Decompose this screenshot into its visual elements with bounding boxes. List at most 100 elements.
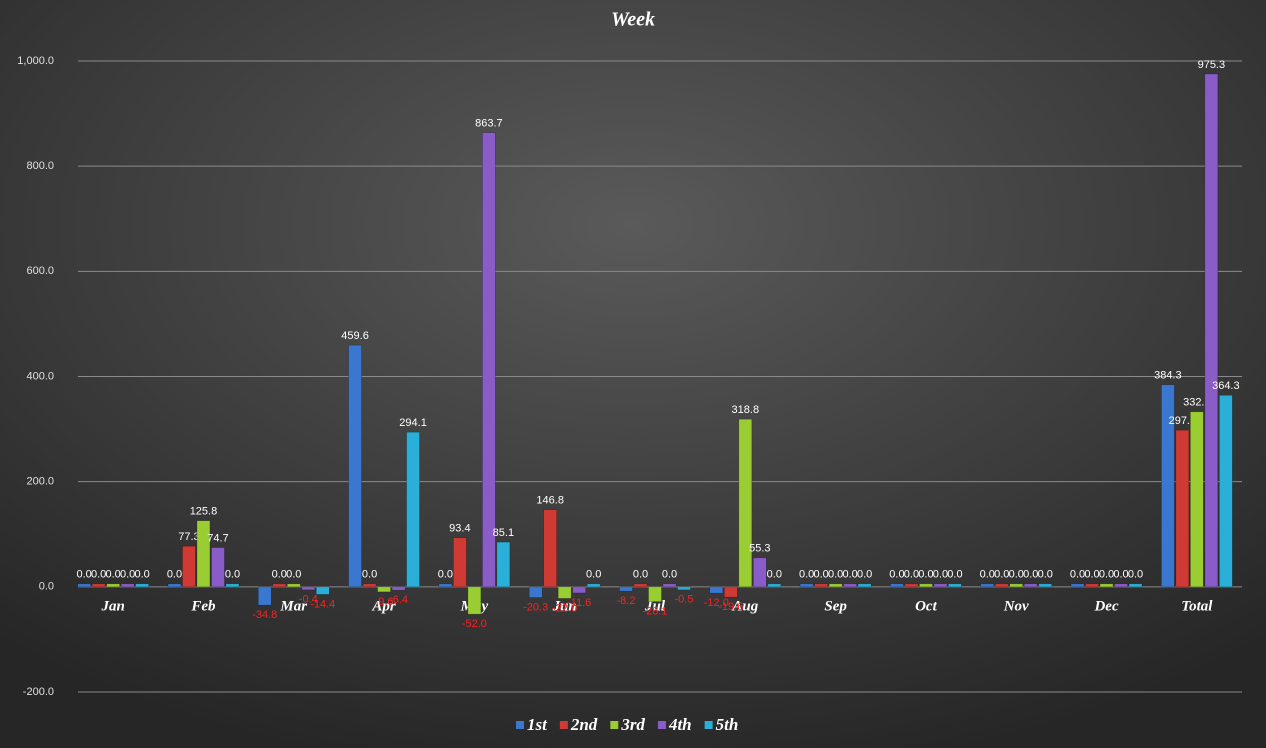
legend-label: 1st <box>527 715 548 734</box>
data-label: 0.0 <box>994 569 1009 581</box>
data-label: 77.3 <box>178 531 199 543</box>
data-label: 0.0 <box>904 569 919 581</box>
bar <box>799 583 814 588</box>
data-label: 0.0 <box>828 569 843 581</box>
data-label: -0.5 <box>675 594 694 606</box>
x-tick-label: Jan <box>100 598 124 614</box>
x-tick-label: Mar <box>279 598 307 614</box>
data-label: 0.0 <box>120 569 135 581</box>
data-label: 0.0 <box>980 569 995 581</box>
bar <box>286 583 301 588</box>
bar <box>919 583 933 588</box>
bar <box>106 583 120 588</box>
bar <box>724 586 738 598</box>
bar <box>1128 583 1143 588</box>
x-tick-label: Jul <box>644 598 666 614</box>
bar <box>377 586 391 593</box>
data-label: 0.0 <box>586 569 601 581</box>
bar <box>1009 583 1024 588</box>
bar <box>362 583 377 588</box>
legend-swatch <box>610 721 619 729</box>
data-label: 125.8 <box>190 506 218 518</box>
bar <box>272 583 287 588</box>
legend-swatch <box>704 721 713 729</box>
data-label: 74.7 <box>207 532 228 544</box>
bar <box>648 586 662 602</box>
x-tick-label: Total <box>1181 598 1213 614</box>
y-tick-label: -200.0 <box>23 686 54 698</box>
x-tick-label: Nov <box>1003 598 1029 614</box>
bar <box>496 541 511 588</box>
y-tick-label: 200.0 <box>26 476 54 488</box>
legend-label: 5th <box>716 715 739 734</box>
bar <box>91 583 106 588</box>
bar <box>994 583 1009 588</box>
data-label: 146.8 <box>536 495 564 507</box>
data-label: -20.3 <box>523 601 548 613</box>
data-label: 0.0 <box>767 569 782 581</box>
bar <box>120 583 135 588</box>
bar <box>662 583 677 588</box>
bar <box>301 586 316 591</box>
bar <box>1161 384 1175 588</box>
bar <box>738 418 753 588</box>
bar <box>1114 583 1128 588</box>
bar <box>904 583 919 588</box>
data-label: 0.0 <box>77 569 92 581</box>
data-label: -28.1 <box>642 606 667 618</box>
data-label: 0.0 <box>1009 569 1024 581</box>
bar <box>1190 411 1204 588</box>
bar <box>557 586 572 599</box>
bar <box>315 586 330 595</box>
data-label: 0.0 <box>947 569 962 581</box>
data-label: 0.0 <box>91 569 106 581</box>
bar <box>348 344 362 588</box>
legend-swatch <box>559 721 568 729</box>
y-tick-label: 400.0 <box>26 370 54 382</box>
data-label: 975.3 <box>1198 59 1226 71</box>
data-label: -6.4 <box>389 594 408 606</box>
bar <box>77 583 91 588</box>
data-label: -22.0 <box>552 602 577 614</box>
bar <box>1085 583 1099 588</box>
x-tick-label: Apr <box>371 598 396 614</box>
data-label: 0.0 <box>1084 569 1099 581</box>
legend-label: 2nd <box>570 715 598 734</box>
data-label: 0.0 <box>918 569 933 581</box>
data-label: 0.0 <box>362 569 377 581</box>
bar <box>677 586 691 591</box>
data-label: 0.0 <box>167 569 182 581</box>
bar <box>709 586 724 594</box>
data-label: -52.0 <box>462 618 487 630</box>
data-label: 0.0 <box>933 569 948 581</box>
data-label: -0.4 <box>299 594 318 606</box>
data-label: 0.0 <box>633 569 648 581</box>
data-label: 332.9 <box>1183 397 1211 409</box>
data-label: 0.0 <box>1038 569 1053 581</box>
data-label: 318.8 <box>732 404 760 416</box>
bar <box>1175 429 1190 588</box>
legend-label: 4th <box>668 715 692 734</box>
x-tick-label: Aug <box>731 598 758 614</box>
bar <box>257 586 272 606</box>
bar <box>1023 583 1038 588</box>
bar <box>572 586 586 594</box>
data-label: 0.0 <box>1113 569 1128 581</box>
bar <box>438 583 453 588</box>
data-label: 459.6 <box>341 330 369 342</box>
bar <box>182 545 196 588</box>
y-tick-label: 1,000.0 <box>17 55 54 67</box>
data-label: 297.9 <box>1169 415 1197 427</box>
data-label: 0.0 <box>799 569 814 581</box>
bar <box>814 583 828 588</box>
bar <box>453 537 467 588</box>
data-label: 0.0 <box>1099 569 1114 581</box>
legend-label: 3rd <box>620 715 645 734</box>
data-label: -11.6 <box>567 597 591 609</box>
legend: 1st 2nd 3rd 4th 5th <box>516 715 738 734</box>
data-label: -34.8 <box>252 609 277 621</box>
data-label: -12.0 <box>704 597 729 609</box>
data-label: 0.0 <box>106 569 121 581</box>
chart-title: Week <box>611 9 655 31</box>
